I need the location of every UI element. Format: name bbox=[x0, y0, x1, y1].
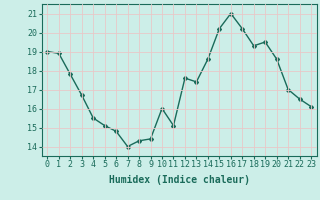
X-axis label: Humidex (Indice chaleur): Humidex (Indice chaleur) bbox=[109, 175, 250, 185]
